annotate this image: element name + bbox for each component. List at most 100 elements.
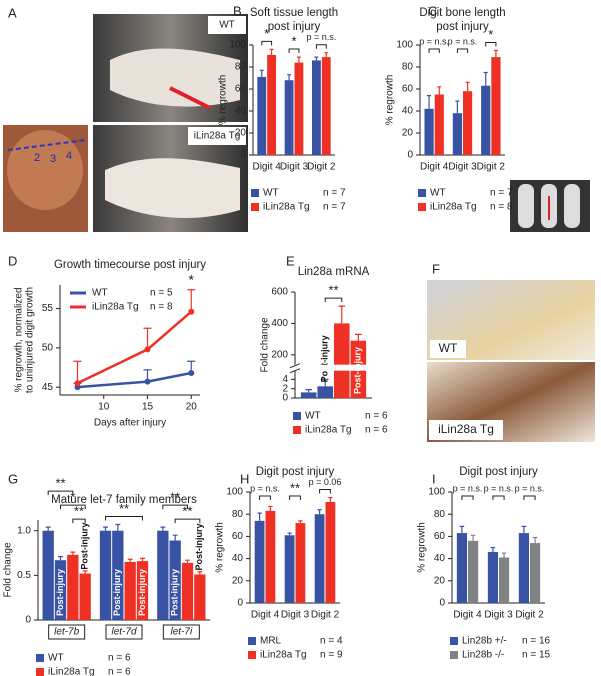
error-bar (355, 333, 362, 341)
paw-shape (105, 158, 240, 219)
y-axis-label: % regrowth (417, 522, 428, 573)
panel-letter: A (8, 5, 17, 20)
bar-label: Post-injury (80, 523, 90, 570)
sig-label: ** (290, 480, 300, 495)
y-tick-label: 60 (232, 531, 244, 542)
error-bar (287, 74, 292, 81)
error-bar (103, 526, 108, 531)
x-tick-label: Digit 4 (453, 610, 482, 621)
bar (42, 530, 54, 620)
error-bar (324, 52, 329, 58)
legend-n: n = 16 (522, 636, 551, 647)
y-tick-label: 4 (282, 374, 288, 385)
y-tick-label: 80 (235, 62, 247, 73)
bar (321, 57, 331, 155)
legend-label: WT (48, 653, 64, 664)
point (144, 378, 151, 385)
sig-bracket (105, 515, 143, 521)
x-tick-label: let-7d (111, 627, 136, 638)
error-bar (172, 534, 178, 541)
legend-label: Lin28b -/- (462, 650, 504, 661)
error-bar (305, 389, 312, 393)
x-label-box (162, 624, 200, 640)
panel-letter: F (432, 261, 440, 276)
sig-bracket (492, 495, 505, 500)
sig-label: ** (182, 504, 192, 519)
y-tick-label: 0.5 (17, 570, 31, 581)
sig-bracket (456, 48, 469, 53)
bar (169, 540, 181, 620)
error-bar (465, 81, 470, 92)
y-tick-label: 40 (434, 553, 446, 564)
error-bar (287, 532, 292, 536)
x-tick-label: 15 (142, 402, 154, 413)
sig-label: ** (55, 476, 65, 491)
legend-label: iLin28a Tg (92, 302, 139, 313)
legend-label: iLin28a Tg (305, 425, 352, 436)
bar (334, 323, 350, 398)
label-box (188, 127, 246, 145)
error-bar (82, 570, 88, 574)
legend-n: n = 8 (150, 302, 173, 313)
bar-label: Post-injury (170, 569, 180, 616)
error-bar (314, 56, 319, 61)
error-bar (427, 95, 432, 109)
bar (257, 76, 267, 155)
measure-line (169, 86, 211, 110)
bar (124, 561, 136, 620)
error-bar (483, 71, 488, 86)
digit-number: 3 (50, 153, 56, 165)
sig-label: ** (74, 504, 84, 519)
sig-label: p = n.s. (306, 32, 336, 42)
y-tick-label: 100 (428, 487, 445, 498)
error-bar (328, 496, 333, 502)
y-axis-label: % regrowth (218, 75, 229, 126)
y-tick-label: 20 (232, 575, 244, 586)
panel-letter: C (428, 3, 437, 18)
legend-swatch (36, 668, 44, 676)
point (144, 346, 151, 353)
error-bar (521, 525, 527, 534)
panel-letter: G (8, 471, 18, 486)
bar (265, 510, 276, 603)
error-bar (321, 378, 329, 387)
bar (499, 557, 510, 603)
y-tick-label: 60 (402, 84, 414, 95)
xray-digit (518, 184, 534, 228)
error-bar (140, 557, 145, 562)
error-bar (73, 360, 82, 384)
legend-label: iLin28a Tg (260, 650, 307, 661)
sig-bracket (523, 495, 536, 500)
bar (294, 62, 304, 155)
photo-label: iLin28a Tg (194, 131, 241, 142)
bar (518, 533, 529, 603)
error-bar (187, 289, 196, 312)
y-tick-label: 400 (271, 318, 288, 329)
bar (67, 554, 79, 620)
y-axis-label: Fold change (260, 317, 271, 372)
sig-bracket (60, 504, 86, 510)
legend-n: n = 7 (323, 202, 346, 213)
chart-title: Digit post injury (256, 466, 335, 478)
sig-label: p = 0.06 (309, 477, 342, 487)
legend-swatch (293, 412, 301, 420)
error-bar (269, 48, 274, 55)
bar (79, 573, 91, 620)
bar (463, 91, 473, 155)
digit-number: 2 (34, 152, 40, 164)
sig-bracket (485, 42, 497, 47)
chart-title: Digit bone length (419, 7, 505, 19)
chart-title: post injury (436, 21, 489, 33)
axis-break-mark (289, 363, 301, 374)
error-bar (437, 86, 442, 95)
error-bar (115, 523, 121, 531)
error-bar (257, 512, 262, 521)
error-bar (532, 536, 538, 544)
legend-swatch (248, 651, 256, 659)
y-tick-label: 200 (271, 349, 288, 360)
x-tick-label: Digit 2 (515, 610, 544, 621)
point (74, 380, 81, 387)
legend-n: n = 6 (108, 667, 131, 676)
error-bar (317, 509, 322, 515)
